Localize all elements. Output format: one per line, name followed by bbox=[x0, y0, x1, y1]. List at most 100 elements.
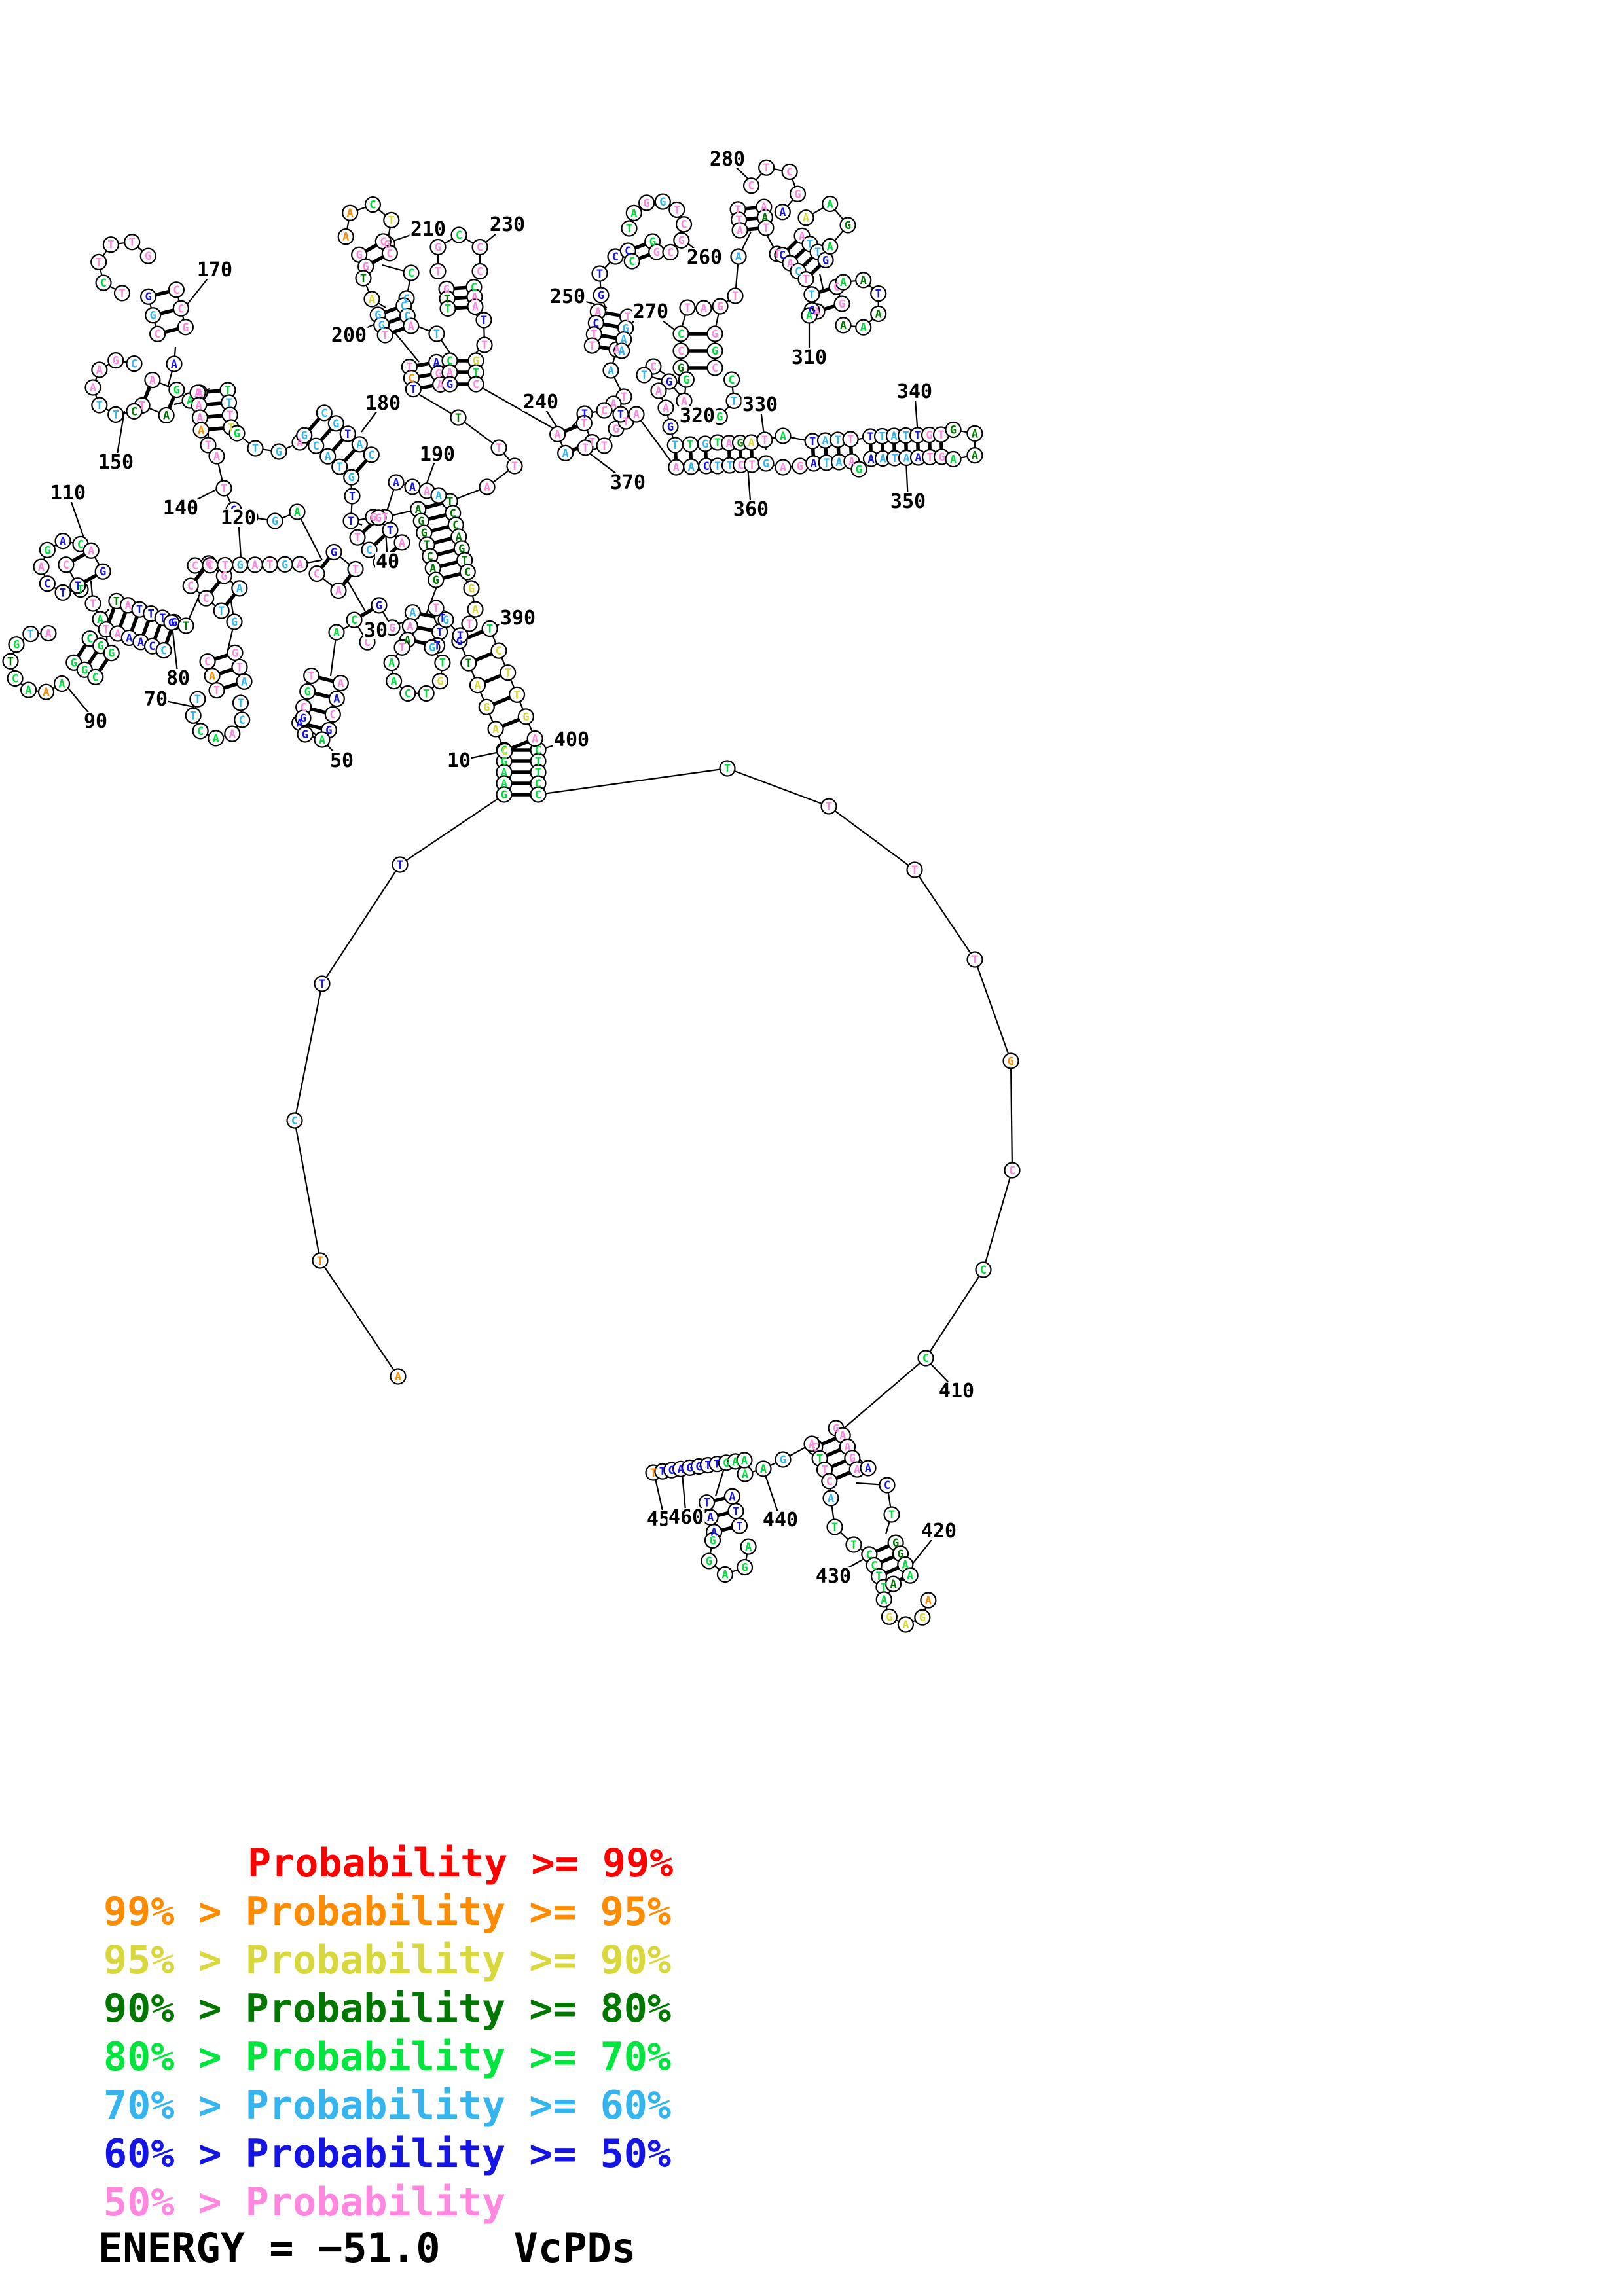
nucleotide-circle bbox=[403, 317, 420, 334]
nucleotide-letter: A bbox=[393, 476, 399, 490]
nucleotide-circle bbox=[842, 431, 859, 448]
nucleotide-letter: G bbox=[370, 511, 376, 524]
connector-line bbox=[538, 767, 728, 796]
nucleotide-circle bbox=[177, 617, 194, 634]
nucleotide-letter: T bbox=[972, 954, 978, 967]
position-label: 410 bbox=[939, 1380, 974, 1403]
nucleotide-letter: A bbox=[297, 717, 303, 730]
nucleotide-letter: C bbox=[473, 378, 479, 391]
nucleotide-circle bbox=[343, 469, 360, 486]
nucleotide-circle bbox=[740, 1538, 757, 1555]
nucleotide-circle bbox=[945, 421, 962, 439]
nucleotide-circle bbox=[716, 1566, 734, 1583]
nucleotide-circle bbox=[346, 611, 363, 628]
nucleotide-letter: A bbox=[803, 212, 809, 225]
nucleotide-letter: T bbox=[733, 1505, 739, 1518]
nucleotide-circle bbox=[461, 615, 478, 632]
nucleotide-circle bbox=[625, 204, 642, 221]
nucleotide-letter: G bbox=[501, 755, 507, 768]
nucleotide-letter: T bbox=[650, 1467, 657, 1480]
nucleotide-letter: G bbox=[678, 362, 684, 375]
nucleotide-letter: C bbox=[1009, 1164, 1015, 1177]
nucleotide-circle bbox=[920, 1592, 937, 1609]
nucleotide-circle bbox=[775, 427, 792, 444]
nucleotide-letter: G bbox=[206, 558, 212, 571]
nucleotide-letter: T bbox=[308, 670, 315, 683]
nucleotide-letter: C bbox=[314, 567, 320, 581]
nucleotide-letter: G bbox=[926, 429, 932, 442]
nucleotide-letter: A bbox=[194, 387, 201, 400]
nucleotide-letter: A bbox=[860, 274, 867, 287]
nucleotide-letter: T bbox=[888, 1509, 895, 1522]
nucleotide-circle bbox=[308, 437, 325, 454]
nucleotide-letter: C bbox=[452, 519, 459, 532]
nucleotide-circle bbox=[557, 444, 574, 462]
nucleotide-circle bbox=[228, 425, 246, 442]
nucleotide-letter: G bbox=[71, 656, 77, 670]
nucleotide-letter: T bbox=[601, 440, 608, 453]
nucleotide-circle bbox=[363, 446, 380, 463]
nucleotide-letter: A bbox=[88, 545, 94, 558]
nucleotide-letter: C bbox=[477, 242, 483, 255]
position-label: 390 bbox=[500, 607, 536, 630]
backbone-line bbox=[914, 869, 976, 960]
nucleotide-letter: T bbox=[433, 328, 440, 341]
nucleotide-circle bbox=[434, 655, 451, 672]
nucleotide-circle bbox=[168, 381, 185, 399]
nucleotide-letter: A bbox=[456, 531, 462, 544]
nucleotide-circle bbox=[82, 542, 100, 559]
nucleotide-circle bbox=[149, 325, 166, 342]
nucleotide-letter: G bbox=[659, 196, 666, 209]
nucleotide-letter: C bbox=[408, 372, 414, 386]
position-label-bg bbox=[896, 382, 934, 401]
nucleotide-circle bbox=[496, 786, 513, 803]
nucleotide-letter: A bbox=[735, 251, 742, 264]
nucleotide-letter: C bbox=[612, 251, 619, 264]
nucleotide-letter: A bbox=[630, 207, 637, 220]
nucleotide-circle bbox=[386, 673, 403, 690]
nucleotide-letter: C bbox=[86, 633, 93, 646]
position-label: 190 bbox=[420, 443, 455, 466]
nucleotide-circle bbox=[638, 194, 655, 211]
nucleotide-letter: A bbox=[688, 461, 695, 474]
connector-line bbox=[297, 511, 323, 561]
nucleotide-letter: G bbox=[100, 565, 106, 579]
nucleotide-letter: T bbox=[761, 434, 768, 447]
position-label-bg bbox=[196, 260, 234, 279]
nucleotide-circle bbox=[227, 644, 244, 661]
backbone-line bbox=[828, 806, 915, 870]
nucleotide-letter: T bbox=[222, 559, 228, 572]
nucleotide-letter: G bbox=[302, 728, 308, 742]
nucleotide-letter: G bbox=[356, 249, 363, 262]
nucleotide-letter: C bbox=[922, 1352, 929, 1365]
nucleotide-letter: G bbox=[443, 283, 450, 296]
nucleotide-letter: A bbox=[621, 334, 627, 347]
nucleotide-letter: T bbox=[672, 439, 678, 452]
nucleotide-circle bbox=[2, 653, 19, 670]
nucleotide-letter: G bbox=[644, 197, 650, 210]
position-label-bg bbox=[814, 1567, 852, 1585]
nucleotide-circle bbox=[84, 595, 101, 612]
nucleotide-circle bbox=[342, 512, 359, 529]
nucleotide-letter: A bbox=[236, 583, 243, 596]
nucleotide-circle bbox=[192, 422, 210, 439]
nucleotide-letter: A bbox=[407, 620, 413, 634]
nucleotide-letter: G bbox=[797, 460, 803, 473]
nucleotide-circle bbox=[330, 582, 347, 600]
nucleotide-letter: C bbox=[812, 1441, 818, 1454]
nucleotide-letter: T bbox=[724, 762, 731, 776]
nucleotide-circle bbox=[781, 163, 798, 181]
nucleotide-letter: A bbox=[356, 439, 363, 452]
nucleotide-letter: T bbox=[221, 482, 227, 495]
nucleotide-circle bbox=[344, 488, 361, 505]
position-label: 180 bbox=[365, 392, 401, 415]
nucleotide-letter: G bbox=[236, 559, 243, 572]
position-label-bg bbox=[761, 1511, 799, 1529]
nucleotide-circle bbox=[704, 1532, 721, 1549]
position-label-bg bbox=[219, 509, 257, 527]
nucleotide-letter: T bbox=[914, 429, 921, 442]
nucleotide-letter: C bbox=[729, 374, 735, 387]
nucleotide-letter: G bbox=[695, 1461, 702, 1474]
position-label-bg bbox=[549, 287, 587, 306]
nucleotide-letter: G bbox=[886, 1611, 892, 1624]
